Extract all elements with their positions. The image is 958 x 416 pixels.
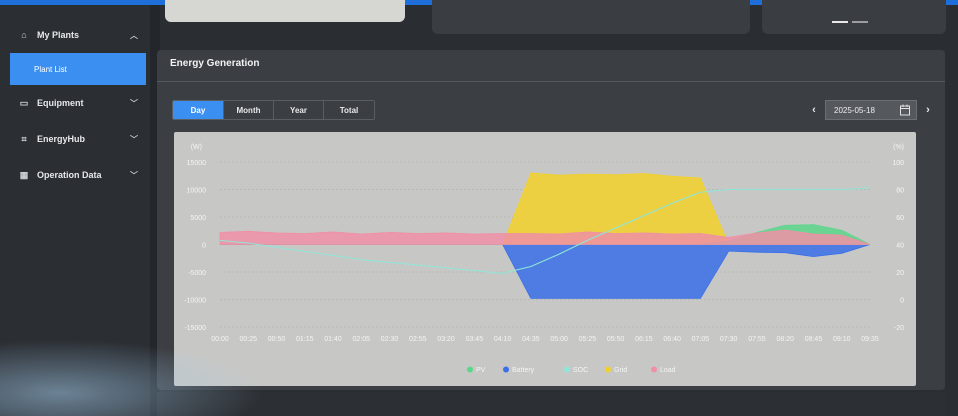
legend-label: Load: [660, 367, 676, 374]
divider: [157, 81, 945, 82]
legend-label: PV: [476, 367, 486, 374]
x-tick-label: 01:40: [324, 336, 342, 343]
series-battery-area: [220, 244, 871, 299]
y-right-tick-label: 0: [900, 298, 904, 305]
y-right-tick-label: 60: [896, 215, 904, 222]
y-left-tick-label: -15000: [184, 325, 206, 332]
y-right-tick-label: -20: [894, 325, 904, 332]
series-soc-line: [219, 187, 871, 274]
chevron-down-icon: ﹀: [130, 134, 138, 144]
date-input[interactable]: 2025-05-18: [825, 100, 917, 120]
x-tick-label: 02:05: [353, 336, 371, 343]
x-tick-label: 09:10: [833, 336, 851, 343]
chevron-down-icon: ﹀: [130, 170, 138, 180]
x-tick-label: 02:30: [381, 336, 399, 343]
x-tick-label: 07:55: [748, 336, 766, 343]
sidebar-item-label: Equipment: [37, 98, 84, 108]
y-left-tick-label: -5000: [188, 270, 206, 277]
x-tick-label: 07:30: [720, 336, 738, 343]
legend-label: Grid: [614, 367, 627, 374]
sidebar-item-plant-list[interactable]: Plant List: [10, 53, 146, 85]
y-left-unit: (W): [191, 144, 202, 151]
sidebar-item-label: Plant List: [34, 64, 67, 74]
series-load-area: [219, 229, 871, 245]
y-left-tick-label: 5000: [190, 215, 206, 222]
chevron-down-icon: ﹀: [130, 98, 138, 108]
device-icon: ▭: [19, 97, 29, 108]
date-picker-group: ‹ 2025-05-18 ›: [807, 100, 935, 120]
summary-card-1: [165, 0, 405, 22]
y-right-tick-label: 100: [892, 160, 904, 167]
summary-card-2: [432, 0, 750, 34]
x-tick-label: 01:15: [296, 336, 314, 343]
y-right-tick-label: 80: [896, 188, 904, 195]
sidebar-item-equipment[interactable]: ▭ Equipment ﹀: [0, 88, 160, 118]
home-icon: ⌂: [21, 30, 27, 40]
tab-year[interactable]: Year: [274, 101, 324, 119]
x-tick-label: 02:55: [409, 336, 427, 343]
sidebar-item-operation-data[interactable]: ▦ Operation Data ﹀: [0, 160, 160, 190]
x-tick-label: 05:00: [550, 336, 568, 343]
y-left-tick-label: 15000: [187, 160, 207, 167]
date-value: 2025-05-18: [834, 105, 875, 115]
sidebar-item-label: Operation Data: [37, 170, 102, 180]
carousel-dot[interactable]: [852, 21, 868, 23]
calendar-icon: [900, 104, 910, 116]
legend-marker: [605, 366, 611, 373]
summary-card-3: [762, 0, 946, 34]
carousel-dot-active[interactable]: [832, 21, 848, 23]
y-right-tick-label: 40: [896, 243, 904, 250]
x-tick-label: 09:35: [861, 336, 879, 343]
sidebar-item-label: EnergyHub: [37, 134, 86, 144]
legend-marker: [564, 366, 570, 373]
x-tick-label: 05:50: [607, 336, 625, 343]
panel-title: Energy Generation: [170, 58, 260, 69]
x-tick-label: 07:05: [692, 336, 710, 343]
legend-marker: [651, 366, 657, 373]
energy-chart: 15000 10000 5000 0 -5000 -10000 -15000 100 80 60 4…: [174, 132, 916, 386]
y-right-unit: (%): [893, 144, 904, 151]
sidebar: ⌂ My Plants ︿ Plant List ▭ Equipment ﹀ ⌗…: [0, 5, 160, 416]
tab-day[interactable]: Day: [173, 101, 224, 119]
x-tick-label: 00:25: [239, 336, 257, 343]
previous-date-button[interactable]: ‹: [812, 104, 816, 116]
y-left-tick-label: 10000: [187, 188, 207, 195]
lower-panel: [157, 392, 945, 416]
x-tick-label: 05:25: [579, 336, 597, 343]
legend-label: Battery: [512, 367, 535, 374]
y-left-tick-label: -10000: [184, 298, 206, 305]
x-tick-label: 04:35: [522, 336, 540, 343]
sidebar-item-energyhub[interactable]: ⌗ EnergyHub ﹀: [0, 124, 160, 154]
y-right-tick-label: 20: [896, 270, 904, 277]
legend-marker: [503, 366, 509, 373]
y-left-tick-label: 0: [202, 243, 206, 250]
x-tick-label: 06:40: [663, 336, 681, 343]
sidebar-item-label: My Plants: [37, 30, 80, 40]
x-tick-label: 08:45: [805, 336, 823, 343]
x-tick-label: 03:45: [466, 336, 484, 343]
sidebar-edge: [150, 5, 160, 416]
next-date-button[interactable]: ›: [926, 104, 930, 116]
legend-marker: [467, 366, 473, 373]
grid-icon: ▦: [19, 169, 29, 180]
x-tick-label: 03:20: [437, 336, 455, 343]
x-tick-label: 00:50: [268, 336, 286, 343]
x-tick-label: 04:10: [494, 336, 512, 343]
x-tick-label: 00:00: [211, 336, 229, 343]
chevron-up-icon: ︿: [130, 30, 138, 40]
sidebar-item-my-plants[interactable]: ⌂ My Plants ︿: [0, 20, 160, 50]
energy-chart-svg: 15000 10000 5000 0 -5000 -10000 -15000 100 80 60 4…: [184, 144, 904, 374]
x-tick-label: 06:15: [635, 336, 653, 343]
hub-icon: ⌗: [21, 133, 27, 144]
period-tabs: Day Month Year Total: [172, 100, 375, 120]
x-tick-label: 08:20: [776, 336, 794, 343]
tab-month[interactable]: Month: [224, 101, 274, 119]
tab-total[interactable]: Total: [339, 105, 359, 115]
legend-label: SOC: [573, 367, 588, 374]
